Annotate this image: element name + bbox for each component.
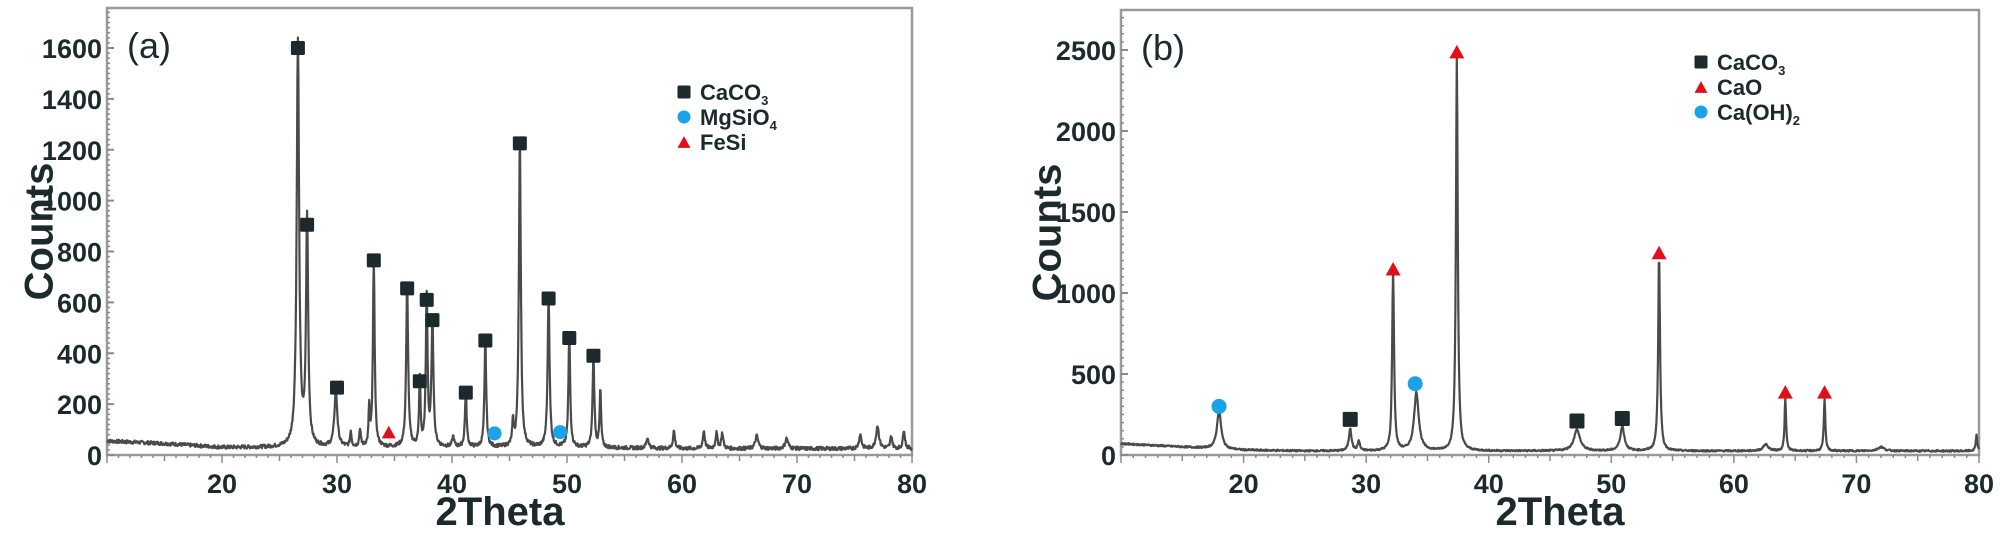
- xrd-trace: [106, 36, 913, 452]
- x-tick-label: 60: [1719, 469, 1749, 499]
- x-tick-label: 50: [1596, 469, 1626, 499]
- x-tick-label: 20: [207, 469, 237, 499]
- y-tick-label: 800: [57, 238, 102, 268]
- y-tick-label: 600: [57, 288, 102, 318]
- y-tick-label: 2000: [1056, 117, 1116, 147]
- legend-label: CaCO3: [700, 80, 768, 108]
- circle-legend-icon: [677, 110, 691, 124]
- y-tick-label: 1400: [42, 85, 102, 115]
- x-tick-label: 40: [1474, 469, 1504, 499]
- xrd-trace: [1120, 53, 1981, 453]
- plot-frame: [1119, 8, 1981, 457]
- square-marker: [562, 330, 577, 345]
- chart-panel-b: 0 500 1000 1500 2000 2500 20 30 40 50 60 70 80 Counts…: [1026, 8, 1994, 534]
- y-tick-label: 500: [1071, 360, 1116, 390]
- y-tick-label: 2500: [1056, 36, 1116, 66]
- x-tick-label: 30: [322, 469, 352, 499]
- legend-label: CaCO3: [1717, 50, 1785, 78]
- legend-label: MgSiO4: [700, 105, 778, 133]
- y-tick-label: 0: [87, 441, 102, 471]
- y-tick-label: 400: [57, 339, 102, 369]
- circle-legend-icon: [1694, 105, 1708, 119]
- square-marker: [400, 281, 415, 296]
- circle-marker: [553, 425, 568, 440]
- triangle-marker: [1449, 44, 1465, 59]
- y-tick-label: 0: [1101, 441, 1116, 471]
- plot-frame: [105, 6, 914, 457]
- x-tick-label: 60: [667, 469, 697, 499]
- chart-panel-a: 0 200 400 600 800 1000 1200 1400 1600 20 30 40 50 60 7…: [18, 6, 927, 534]
- x-axis-title: 2Theta: [436, 490, 566, 534]
- legend-label: CaO: [1717, 75, 1762, 100]
- x-tick-label: 80: [897, 469, 927, 499]
- triangle-marker: [381, 425, 396, 439]
- panel-label: (a): [127, 25, 171, 66]
- x-tick-label: 80: [1964, 469, 1994, 499]
- legend-label: Ca(OH)2: [1717, 100, 1800, 128]
- x-tick-label: 20: [1229, 469, 1259, 499]
- triangle-legend-icon: [1694, 81, 1708, 93]
- y-tick-label: 1600: [42, 34, 102, 64]
- triangle-marker: [1385, 261, 1401, 276]
- square-marker: [1342, 411, 1358, 427]
- x-axis-title: 2Theta: [1496, 490, 1626, 534]
- x-tick-label: 70: [782, 469, 812, 499]
- circle-marker: [487, 426, 502, 441]
- square-marker: [330, 380, 344, 395]
- square-marker: [425, 313, 440, 328]
- square-marker: [478, 333, 493, 348]
- square-marker: [1614, 411, 1630, 427]
- triangle-marker: [1651, 245, 1667, 260]
- square-marker: [512, 136, 527, 151]
- square-marker: [1569, 413, 1585, 429]
- square-marker: [586, 348, 601, 363]
- circle-marker: [1211, 398, 1227, 414]
- square-marker: [290, 41, 305, 55]
- y-tick-label: 1000: [1056, 279, 1116, 309]
- triangle-marker: [1777, 385, 1793, 399]
- square-marker: [419, 292, 434, 307]
- y-tick-label: 1000: [42, 187, 102, 217]
- y-tick-label: 200: [57, 390, 102, 420]
- panel-label: (b): [1141, 27, 1185, 68]
- square-marker: [541, 291, 556, 306]
- x-tick-label: 40: [437, 469, 467, 499]
- triangle-marker: [1817, 385, 1833, 399]
- y-tick-label: 1200: [42, 136, 102, 166]
- triangle-legend-icon: [677, 136, 691, 148]
- y-axis-title: Counts: [18, 163, 62, 301]
- circle-marker: [1407, 376, 1423, 392]
- square-marker: [412, 374, 427, 389]
- legend-label: FeSi: [700, 130, 746, 155]
- x-tick-label: 70: [1841, 469, 1871, 499]
- square-legend-icon: [677, 85, 691, 99]
- x-tick-label: 30: [1351, 469, 1381, 499]
- square-marker: [300, 217, 315, 232]
- square-marker: [458, 385, 473, 400]
- square-legend-icon: [1694, 55, 1708, 69]
- square-marker: [366, 253, 381, 268]
- x-tick-label: 50: [552, 469, 582, 499]
- y-tick-label: 1500: [1056, 198, 1116, 228]
- y-axis-title: Counts: [1026, 164, 1070, 302]
